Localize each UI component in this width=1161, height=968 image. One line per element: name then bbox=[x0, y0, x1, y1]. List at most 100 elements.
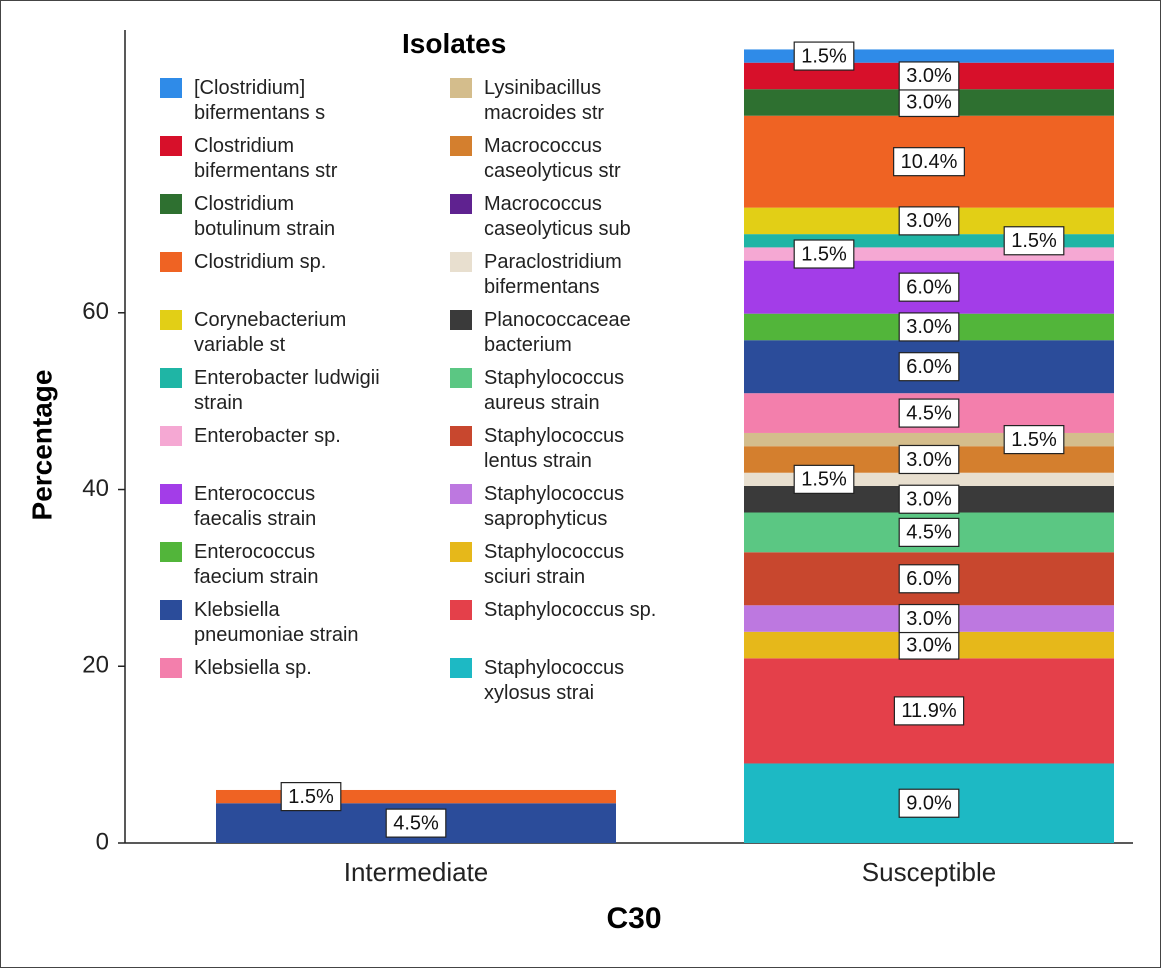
data-label: 9.0% bbox=[898, 788, 960, 818]
data-label-text: 3.0% bbox=[906, 608, 952, 630]
legend-swatch bbox=[450, 78, 472, 98]
legend-label: Staphylococcus xylosus strai bbox=[484, 657, 625, 704]
data-label-text: 10.4% bbox=[901, 151, 958, 173]
legend-label: Enterococcus faecium strain bbox=[194, 541, 319, 588]
data-label-box bbox=[893, 696, 965, 726]
data-label: 1.5% bbox=[1003, 424, 1065, 455]
y-tick-label: 20 bbox=[82, 652, 109, 679]
data-label-text: 4.5% bbox=[393, 812, 439, 834]
legend-item: Planococcaceae bacterium bbox=[450, 308, 674, 358]
y-tick-label: 0 bbox=[96, 828, 109, 855]
data-label: 3.0% bbox=[898, 630, 960, 660]
data-label-box bbox=[793, 464, 855, 494]
legend-swatch bbox=[160, 310, 182, 330]
data-label-text: 1.5% bbox=[801, 469, 847, 491]
data-label: 3.0% bbox=[898, 87, 960, 118]
data-label-box bbox=[898, 630, 960, 660]
legend-swatch bbox=[450, 252, 472, 272]
data-label: 1.5% bbox=[793, 41, 855, 71]
data-label-box bbox=[893, 147, 965, 177]
legend-title: Isolates bbox=[402, 28, 507, 59]
legend-label: Macrococcus caseolyticus str bbox=[484, 135, 621, 182]
data-label-box bbox=[898, 603, 960, 634]
data-label-text: 1.5% bbox=[1011, 429, 1057, 451]
data-label: 3.0% bbox=[898, 444, 960, 475]
data-label-text: 3.0% bbox=[906, 634, 952, 656]
legend-swatch bbox=[160, 78, 182, 98]
data-label-text: 1.5% bbox=[801, 243, 847, 265]
y-axis-label: Percentage bbox=[26, 370, 57, 521]
data-label-box bbox=[793, 41, 855, 71]
legend-label: [Clostridium] bifermentans s bbox=[194, 77, 326, 124]
legend-swatch bbox=[160, 426, 182, 446]
legend-swatch bbox=[160, 484, 182, 504]
legend-item: Staphylococcus sp. bbox=[450, 598, 674, 648]
legend-item: [Clostridium] bifermentans s bbox=[160, 76, 384, 126]
legend-swatch bbox=[160, 600, 182, 620]
y-tick-label: 40 bbox=[82, 475, 109, 502]
data-label-text: 3.0% bbox=[906, 489, 952, 511]
legend-label: Clostridium bifermentans str bbox=[194, 135, 338, 182]
data-label-box bbox=[898, 517, 960, 547]
legend-label: Staphylococcus sp. bbox=[484, 599, 657, 621]
legend-label: Enterobacter sp. bbox=[194, 425, 341, 447]
legend-item: Enterococcus faecium strain bbox=[160, 540, 384, 590]
legend-item: Enterobacter sp. bbox=[160, 424, 384, 474]
legend-label: Lysinibacillus macroides str bbox=[484, 77, 605, 124]
data-label: 3.0% bbox=[898, 206, 960, 236]
legend-label: Clostridium sp. bbox=[194, 251, 327, 273]
legend-column: Lysinibacillus macroides str Macrococcus … bbox=[450, 76, 674, 706]
data-label-box bbox=[1003, 424, 1065, 455]
legend-item: Staphylococcus lentus strain bbox=[450, 424, 674, 474]
legend-item: Staphylococcus aureus strain bbox=[450, 366, 674, 416]
legend-swatch bbox=[450, 658, 472, 678]
data-label-text: 6.0% bbox=[906, 356, 952, 378]
data-label-box bbox=[280, 782, 342, 812]
data-label: 10.4% bbox=[893, 147, 965, 177]
data-label: 4.5% bbox=[385, 808, 447, 838]
legend-item: Staphylococcus saprophyticus bbox=[450, 482, 674, 532]
data-label: 3.0% bbox=[898, 484, 960, 514]
legend-item: Clostridium sp. bbox=[160, 250, 384, 300]
legend-label: Clostridium botulinum strain bbox=[194, 193, 336, 240]
data-label-text: 3.0% bbox=[906, 449, 952, 471]
legend-label: Macrococcus caseolyticus sub bbox=[484, 193, 631, 240]
legend-item: Clostridium bifermentans str bbox=[160, 134, 384, 184]
legend-swatch bbox=[160, 136, 182, 156]
legend-column: [Clostridium] bifermentans s Clostridium … bbox=[160, 76, 384, 706]
legend-item: Lysinibacillus macroides str bbox=[450, 76, 674, 126]
legend-swatch bbox=[450, 368, 472, 388]
legend-swatch bbox=[160, 658, 182, 678]
data-label-box bbox=[898, 272, 960, 302]
data-label-box bbox=[898, 484, 960, 514]
legend-swatch bbox=[450, 542, 472, 562]
data-label: 3.0% bbox=[898, 312, 960, 342]
data-label-text: 3.0% bbox=[906, 210, 952, 232]
legend-swatch bbox=[450, 194, 472, 214]
data-label-box bbox=[898, 352, 960, 382]
legend-item: Staphylococcus sciuri strain bbox=[450, 540, 674, 590]
legend-label: Enterobacter ludwigii strain bbox=[194, 367, 380, 414]
legend-swatch bbox=[450, 136, 472, 156]
data-label: 6.0% bbox=[898, 272, 960, 302]
legend-item: Corynebacterium variable st bbox=[160, 308, 384, 358]
legend-label: Klebsiella sp. bbox=[194, 657, 312, 679]
data-label-text: 3.0% bbox=[906, 92, 952, 114]
data-label: 1.5% bbox=[793, 239, 855, 269]
legend-item: Staphylococcus xylosus strai bbox=[450, 656, 674, 706]
legend-swatch bbox=[450, 484, 472, 504]
data-label-text: 6.0% bbox=[906, 568, 952, 590]
data-label-box bbox=[898, 444, 960, 475]
data-label: 6.0% bbox=[898, 564, 960, 594]
x-axis-label: C30 bbox=[606, 902, 661, 935]
data-label-text: 1.5% bbox=[288, 786, 334, 808]
legend-label: Paraclostridium bifermentans bbox=[484, 251, 622, 298]
data-label-box bbox=[898, 61, 960, 91]
data-label-text: 3.0% bbox=[906, 65, 952, 87]
data-label-text: 4.5% bbox=[906, 402, 952, 424]
legend-swatch bbox=[450, 600, 472, 620]
legend-swatch bbox=[450, 310, 472, 330]
data-label-text: 1.5% bbox=[1011, 230, 1057, 252]
